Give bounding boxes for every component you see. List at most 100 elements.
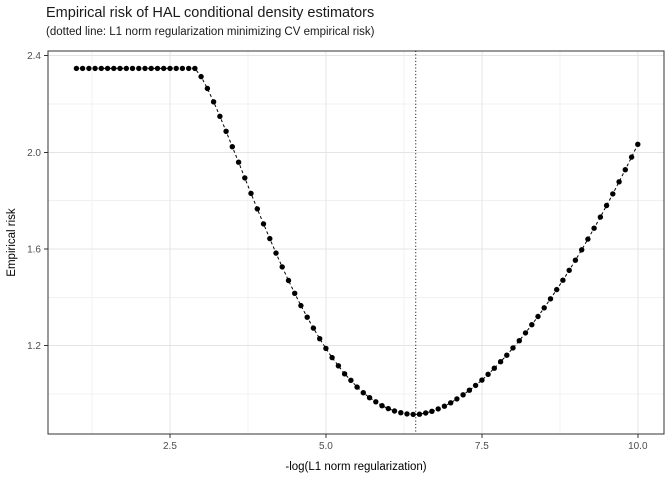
panel-border: [47, 50, 665, 435]
data-point: [541, 305, 547, 311]
data-point: [585, 236, 591, 242]
data-point: [610, 191, 616, 197]
data-point: [516, 338, 522, 344]
chart-subtitle: (dotted line: L1 norm regularization min…: [46, 26, 375, 38]
data-point: [429, 408, 435, 414]
data-point: [117, 65, 123, 72]
data-point: [161, 65, 167, 72]
data-point: [391, 408, 398, 414]
data-point: [466, 387, 473, 393]
data-point: [504, 352, 510, 358]
data-point: [198, 73, 204, 80]
x-tick-label: 5.0: [319, 441, 333, 452]
data-point: [210, 99, 217, 105]
data-point: [173, 65, 179, 72]
data-point: [98, 65, 105, 72]
y-tick-label: 2.0: [27, 148, 41, 159]
data-point: [398, 410, 404, 416]
data-point: [136, 65, 142, 72]
data-point: [260, 221, 267, 227]
data-point: [335, 363, 342, 369]
data-point: [154, 65, 161, 72]
data-point: [148, 65, 154, 72]
data-point: [304, 314, 310, 320]
data-point: [579, 247, 585, 253]
points-series: [73, 65, 641, 418]
data-point: [179, 65, 186, 72]
data-point: [448, 400, 454, 406]
data-point: [385, 405, 391, 412]
data-point: [229, 144, 235, 150]
data-point: [597, 214, 604, 220]
data-point: [267, 235, 273, 242]
data-point: [292, 290, 298, 296]
data-point: [510, 345, 516, 351]
data-point: [341, 371, 348, 377]
data-point: [298, 302, 304, 309]
x-tick-label: 10.0: [628, 441, 648, 452]
data-point: [479, 377, 485, 383]
data-point: [186, 65, 192, 72]
data-point: [248, 190, 254, 197]
data-point: [603, 202, 610, 209]
data-point: [472, 382, 479, 389]
data-point: [254, 206, 260, 212]
data-point: [348, 377, 354, 383]
chart-title: Empirical risk of HAL conditional densit…: [46, 5, 375, 21]
data-point: [360, 390, 366, 396]
plot-panel: [48, 51, 664, 434]
y-tick-label: 1.2: [27, 341, 41, 352]
data-point: [416, 411, 423, 417]
data-point: [622, 167, 628, 173]
data-point: [616, 179, 622, 185]
data-point: [273, 250, 279, 256]
data-point: [104, 65, 111, 72]
data-point: [310, 325, 317, 331]
data-point: [354, 384, 360, 390]
data-point: [92, 65, 98, 72]
y-tick-label: 1.6: [27, 245, 41, 256]
data-point: [572, 257, 579, 263]
data-point: [566, 267, 572, 273]
data-point: [366, 395, 373, 401]
grid-major: [48, 51, 664, 434]
data-point: [435, 406, 441, 412]
data-point: [423, 410, 429, 416]
data-point: [86, 65, 92, 72]
data-point: [491, 365, 497, 371]
y-axis-title: Empirical risk: [6, 208, 18, 277]
data-point: [279, 264, 285, 270]
data-point: [329, 354, 335, 361]
data-point: [535, 313, 541, 320]
data-point: [73, 65, 80, 72]
data-point: [285, 277, 292, 284]
data-point: [410, 411, 416, 418]
tick-marks: [44, 55, 639, 438]
data-point: [235, 159, 242, 165]
data-point: [497, 359, 504, 365]
data-point: [635, 141, 641, 147]
data-point: [123, 65, 129, 72]
x-tick-label: 7.5: [475, 441, 489, 452]
data-point: [192, 65, 198, 72]
x-tick-label: 2.5: [163, 441, 177, 452]
data-point: [522, 330, 529, 336]
data-point: [554, 286, 560, 293]
x-axis-title: -log(L1 norm regularization): [285, 461, 426, 473]
data-point: [204, 85, 211, 92]
grid-minor: [48, 51, 664, 434]
data-point: [485, 371, 491, 377]
data-point: [79, 65, 86, 72]
data-point: [217, 113, 223, 120]
data-point: [560, 277, 566, 283]
data-point: [373, 399, 379, 405]
data-point: [529, 322, 535, 328]
data-point: [129, 65, 136, 72]
data-point: [142, 65, 148, 72]
data-point: [628, 154, 635, 160]
data-point: [460, 392, 466, 398]
data-point: [223, 128, 229, 134]
data-point: [591, 225, 597, 231]
